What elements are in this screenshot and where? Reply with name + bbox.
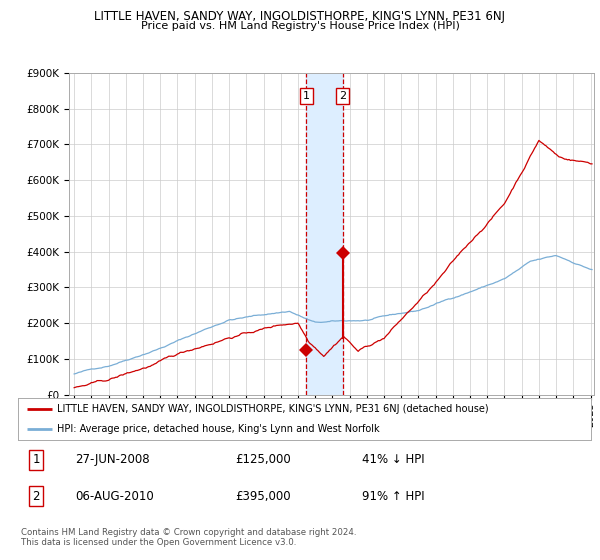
Text: 91% ↑ HPI: 91% ↑ HPI (362, 490, 424, 503)
Text: 41% ↓ HPI: 41% ↓ HPI (362, 453, 424, 466)
Text: Contains HM Land Registry data © Crown copyright and database right 2024.
This d: Contains HM Land Registry data © Crown c… (21, 528, 356, 547)
Text: 2: 2 (339, 91, 346, 101)
Bar (307, 73, 343, 395)
Text: 27-JUN-2008: 27-JUN-2008 (76, 453, 150, 466)
Text: Price paid vs. HM Land Registry's House Price Index (HPI): Price paid vs. HM Land Registry's House … (140, 21, 460, 31)
Text: 2: 2 (32, 490, 40, 503)
Text: LITTLE HAVEN, SANDY WAY, INGOLDISTHORPE, KING'S LYNN, PE31 6NJ: LITTLE HAVEN, SANDY WAY, INGOLDISTHORPE,… (95, 10, 505, 23)
Text: 1: 1 (303, 91, 310, 101)
Text: 1: 1 (32, 453, 40, 466)
Text: £125,000: £125,000 (236, 453, 292, 466)
Text: 06-AUG-2010: 06-AUG-2010 (76, 490, 154, 503)
Text: £395,000: £395,000 (236, 490, 292, 503)
Text: HPI: Average price, detached house, King's Lynn and West Norfolk: HPI: Average price, detached house, King… (57, 424, 380, 434)
Text: LITTLE HAVEN, SANDY WAY, INGOLDISTHORPE, KING'S LYNN, PE31 6NJ (detached house): LITTLE HAVEN, SANDY WAY, INGOLDISTHORPE,… (57, 404, 488, 414)
